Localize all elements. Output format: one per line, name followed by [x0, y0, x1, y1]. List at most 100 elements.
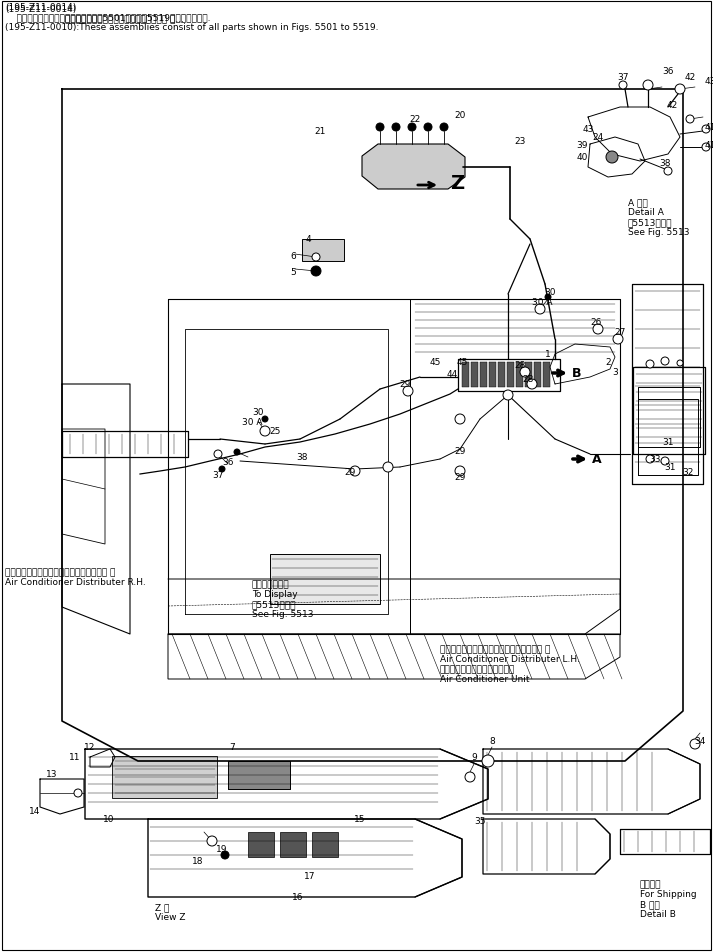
Text: エアーコンディショナディストリビュータ 右...: エアーコンディショナディストリビュータ 右... — [65, 15, 184, 24]
Text: 7: 7 — [229, 743, 235, 752]
Text: 34: 34 — [694, 737, 706, 745]
Text: 37: 37 — [617, 73, 629, 83]
Polygon shape — [312, 832, 338, 857]
Text: 29: 29 — [344, 468, 356, 477]
Circle shape — [221, 851, 229, 859]
Polygon shape — [168, 634, 620, 680]
Circle shape — [690, 739, 700, 749]
Text: 25: 25 — [270, 427, 281, 436]
Text: 3: 3 — [612, 368, 618, 377]
Text: Z: Z — [450, 174, 464, 193]
Text: 36: 36 — [222, 458, 234, 467]
Text: See Fig. 5513: See Fig. 5513 — [252, 609, 314, 619]
Text: 13: 13 — [46, 769, 58, 779]
Text: 41: 41 — [704, 140, 713, 149]
Text: 36: 36 — [662, 68, 674, 76]
Text: 28: 28 — [523, 375, 534, 384]
Circle shape — [677, 361, 683, 367]
Circle shape — [408, 124, 416, 132]
Text: 42: 42 — [667, 100, 677, 109]
Text: 31: 31 — [662, 438, 674, 447]
Bar — [228, 762, 290, 789]
Circle shape — [646, 455, 654, 464]
Circle shape — [593, 325, 603, 335]
Text: Air Conditioner Distributer R.H.: Air Conditioner Distributer R.H. — [5, 578, 145, 586]
Text: View Z: View Z — [155, 912, 185, 921]
Text: 30: 30 — [252, 408, 264, 417]
Text: 20: 20 — [454, 110, 466, 119]
Text: 23: 23 — [514, 137, 525, 147]
Text: 30 A: 30 A — [532, 298, 553, 307]
Circle shape — [260, 426, 270, 437]
Text: 39: 39 — [576, 140, 588, 149]
Text: 29: 29 — [454, 473, 466, 482]
Circle shape — [503, 390, 513, 401]
Circle shape — [403, 387, 413, 397]
Text: 1: 1 — [545, 350, 551, 359]
Polygon shape — [480, 363, 487, 387]
Text: Detail A: Detail A — [628, 208, 664, 217]
Text: 37: 37 — [212, 471, 224, 480]
Circle shape — [675, 85, 685, 95]
Circle shape — [311, 267, 321, 277]
Circle shape — [234, 449, 240, 455]
Text: B 詳細: B 詳細 — [640, 899, 660, 908]
Text: 33: 33 — [650, 455, 661, 464]
Bar — [302, 240, 344, 262]
Polygon shape — [516, 363, 523, 387]
Circle shape — [606, 151, 618, 164]
Circle shape — [643, 81, 653, 90]
Text: 29: 29 — [399, 380, 411, 389]
Text: (195-Z11-0014): (195-Z11-0014) — [5, 3, 76, 12]
Polygon shape — [507, 363, 514, 387]
Circle shape — [262, 417, 268, 423]
Polygon shape — [362, 145, 465, 189]
Polygon shape — [525, 363, 532, 387]
Text: 18: 18 — [193, 857, 204, 865]
Text: エアーコンディショナディストリビュータ 左: エアーコンディショナディストリビュータ 左 — [440, 645, 550, 653]
Bar — [228, 762, 290, 789]
Circle shape — [613, 335, 623, 345]
Text: これらのアセンブリの構成部品は第5501図から第5519図まで含みます.: これらのアセンブリの構成部品は第5501図から第5519図まで含みます. — [5, 13, 210, 22]
Circle shape — [350, 466, 360, 477]
Polygon shape — [543, 363, 550, 387]
Text: 29: 29 — [454, 447, 466, 456]
Text: Air Conditioner Distributer L.H.: Air Conditioner Distributer L.H. — [440, 654, 580, 664]
Circle shape — [527, 380, 537, 389]
Circle shape — [383, 463, 393, 472]
Text: 31: 31 — [665, 463, 676, 472]
Text: 40: 40 — [576, 153, 588, 163]
Circle shape — [392, 124, 400, 132]
Text: To Display: To Display — [252, 589, 297, 599]
Text: Air Conditioner Unit: Air Conditioner Unit — [440, 674, 530, 684]
Polygon shape — [534, 363, 541, 387]
Circle shape — [686, 116, 694, 124]
Text: 8: 8 — [489, 737, 495, 745]
Bar — [270, 554, 380, 605]
Text: See Fig. 5513: See Fig. 5513 — [628, 228, 689, 237]
Circle shape — [219, 466, 225, 472]
Text: 11: 11 — [69, 753, 81, 762]
Polygon shape — [280, 832, 306, 857]
Circle shape — [312, 254, 320, 262]
Text: 35: 35 — [474, 817, 486, 825]
Text: 26: 26 — [590, 318, 602, 327]
Text: 5: 5 — [290, 268, 296, 277]
Text: 第5513図参照: 第5513図参照 — [628, 218, 672, 227]
Circle shape — [424, 124, 432, 132]
Text: 2: 2 — [605, 358, 611, 367]
Text: 32: 32 — [682, 468, 694, 477]
Text: 38: 38 — [296, 453, 308, 462]
Text: 22: 22 — [409, 115, 421, 125]
Text: 16: 16 — [292, 893, 304, 902]
Text: (195-Z11-0014): (195-Z11-0014) — [5, 5, 76, 14]
Bar — [112, 756, 217, 798]
Circle shape — [440, 124, 448, 132]
Text: 42: 42 — [684, 73, 696, 83]
Text: 12: 12 — [84, 743, 96, 752]
Text: 24: 24 — [593, 132, 604, 141]
Polygon shape — [498, 363, 505, 387]
Text: A: A — [592, 453, 602, 466]
Text: 第5513図参照: 第5513図参照 — [252, 600, 297, 608]
Text: 28: 28 — [514, 361, 525, 370]
